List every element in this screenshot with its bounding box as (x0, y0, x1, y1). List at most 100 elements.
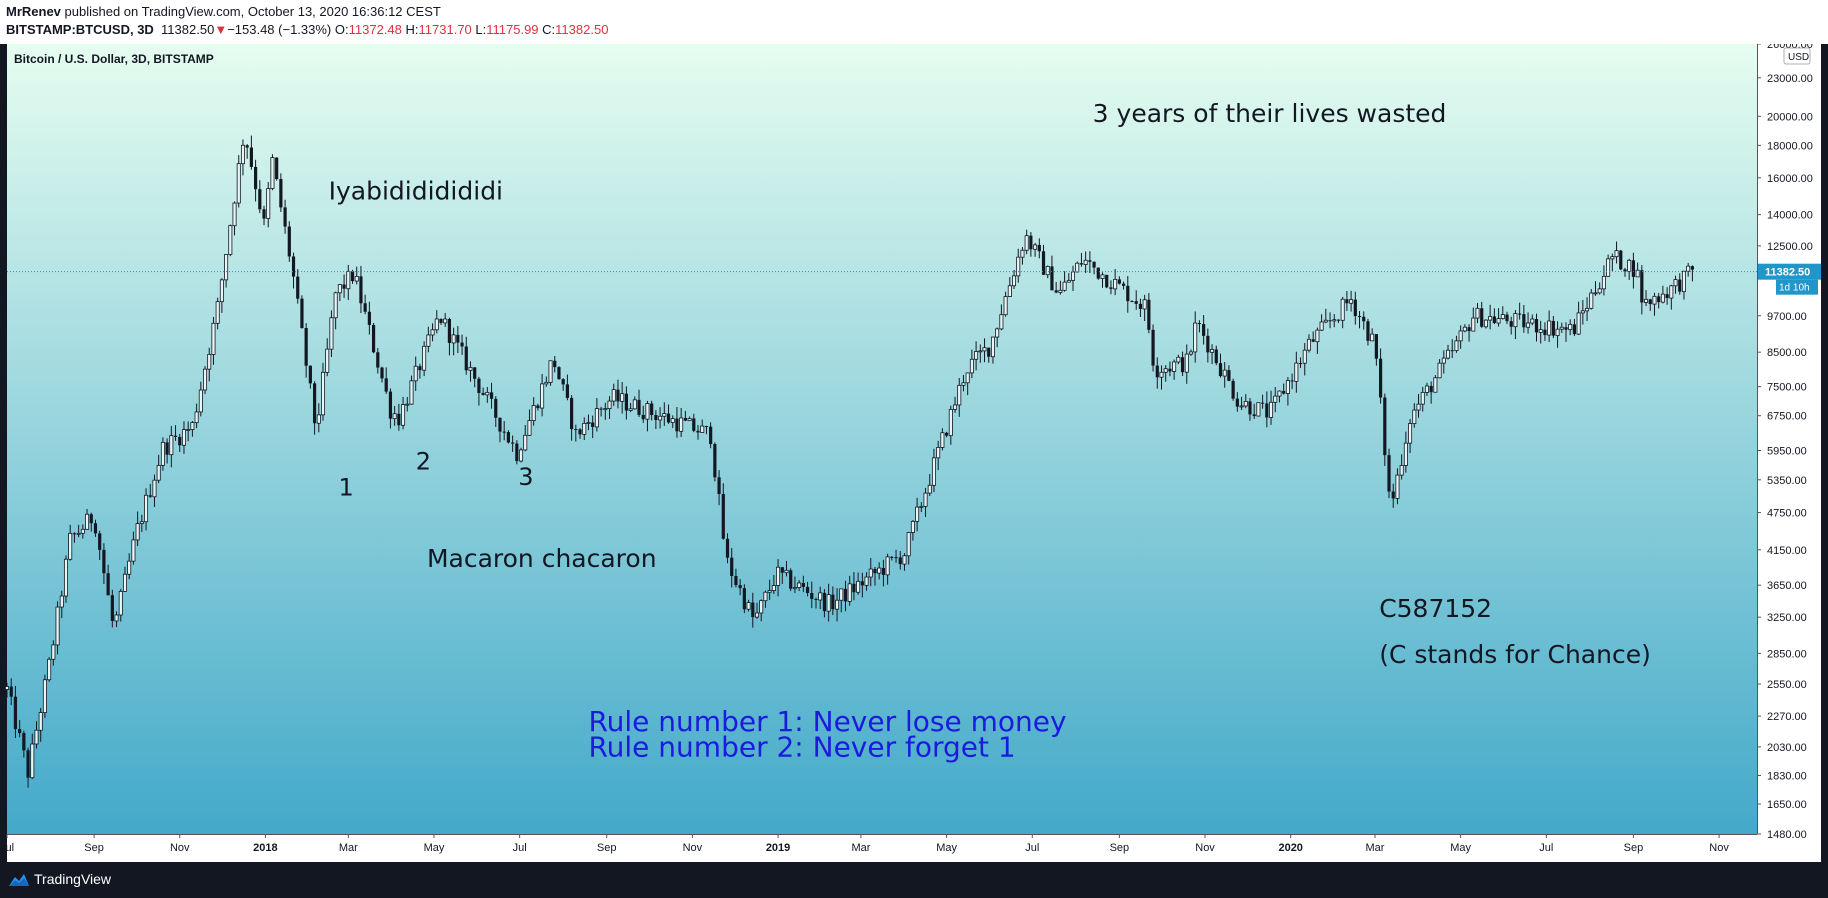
candle (439, 318, 443, 325)
candle (434, 310, 439, 334)
candle (961, 374, 966, 392)
publication-header: MrRenev published on TradingView.com, Oc… (0, 0, 1828, 44)
symbol-label: BITSTAMP:BTCUSD, 3D (6, 22, 154, 37)
candle (118, 588, 123, 622)
candle (582, 417, 587, 441)
candle (675, 406, 679, 438)
candle (270, 154, 275, 191)
candle (1441, 350, 1446, 374)
candle (730, 548, 734, 588)
candle (852, 572, 856, 601)
candle (574, 424, 578, 442)
candle (1518, 302, 1522, 320)
price-tick-label: 4150.00 (1767, 545, 1807, 557)
candle (864, 572, 869, 591)
candle (654, 410, 658, 430)
time-tick-label: Sep (84, 842, 104, 854)
text-annotation[interactable]: C587152 (1379, 594, 1492, 623)
candle (1045, 265, 1050, 279)
candle (1606, 254, 1611, 277)
text-annotation[interactable]: Macaron chacaron (427, 544, 657, 573)
candle (139, 514, 144, 533)
author-name[interactable]: MrRenev (6, 4, 61, 19)
candle (1285, 377, 1290, 406)
candle (1585, 297, 1590, 322)
candle (312, 381, 317, 435)
footer-brand[interactable]: TradingView (34, 871, 112, 887)
candle (687, 416, 692, 422)
candle (771, 575, 776, 595)
candle (506, 430, 511, 444)
candle (1526, 312, 1531, 334)
high-value: 11731.70 (418, 22, 472, 37)
price-chart[interactable]: Bitcoin / U.S. Dollar, 3D, BITSTAMP 2600… (0, 44, 1828, 862)
candle (1467, 324, 1471, 342)
tradingview-logo-icon[interactable] (8, 872, 30, 888)
text-annotation[interactable]: Rule number 1: Never lose money (588, 705, 1066, 738)
time-tick-label: Nov (1195, 842, 1215, 854)
candle (1121, 281, 1126, 290)
time-tick-label: Sep (1110, 842, 1130, 854)
candle (42, 674, 47, 718)
candle (47, 657, 52, 682)
text-annotation[interactable]: 2 (416, 448, 431, 476)
candle (144, 488, 149, 531)
candle (1669, 284, 1674, 310)
candle (536, 403, 540, 411)
candle (219, 278, 224, 313)
price-tick-label: 20000.00 (1767, 111, 1813, 123)
text-annotation[interactable]: 3 years of their lives wasted (1093, 99, 1447, 128)
candle (1500, 306, 1505, 320)
ohlc-line: BITSTAMP:BTCUSD, 3D 11382.50▼−153.48 (−1… (6, 22, 608, 37)
price-tick-label: 2550.00 (1767, 679, 1807, 691)
text-annotation[interactable]: Iyabidididididi (329, 176, 503, 205)
candle (38, 707, 43, 742)
candle (704, 425, 709, 435)
candle (93, 519, 98, 537)
text-annotation[interactable]: 3 (518, 463, 533, 491)
candle (1580, 299, 1585, 325)
text-annotation[interactable]: 1 (338, 474, 353, 502)
candle (178, 433, 182, 452)
candle (232, 201, 237, 236)
time-tick-label: Nov (1709, 842, 1729, 854)
price-axis[interactable]: 26000.00 23000.00 20000.00 18000.00 16000.00… (1757, 44, 1821, 841)
candle (557, 366, 561, 380)
candle (1176, 354, 1181, 365)
candle (392, 405, 397, 426)
candle (725, 533, 730, 564)
candle (1328, 312, 1332, 329)
candle (1218, 353, 1223, 378)
price-tick-label: 8500.00 (1767, 347, 1807, 359)
candle (679, 408, 684, 438)
candle (927, 474, 932, 497)
candle (835, 588, 840, 622)
text-annotation[interactable]: Rule number 2: Never forget 1 (588, 731, 1015, 764)
time-axis[interactable]: Jul Sep Nov 2018 Mar May Jul Sep Nov 2019 Mar May Ju… (0, 834, 1729, 854)
candle (1117, 276, 1121, 285)
high-label: H: (405, 22, 419, 37)
candle (1298, 357, 1303, 368)
candle (945, 431, 949, 438)
candle (1172, 359, 1177, 380)
candle (814, 597, 818, 609)
candle (738, 579, 742, 596)
candle (628, 403, 633, 413)
candle (63, 555, 68, 603)
candle (1105, 274, 1109, 289)
candle (30, 733, 35, 780)
price-tick-label: 2850.00 (1767, 648, 1807, 660)
candle (523, 425, 528, 452)
candle (591, 415, 595, 439)
text-annotation[interactable]: (C stands for Chance) (1379, 640, 1651, 669)
price-tick-label: 14000.00 (1767, 210, 1813, 222)
candle (464, 336, 468, 375)
candle (1155, 357, 1159, 389)
candle (477, 376, 481, 406)
candle (405, 396, 410, 412)
candle (763, 590, 768, 608)
candle (430, 323, 435, 342)
candle (797, 580, 802, 591)
candle (885, 553, 890, 585)
candle (207, 347, 212, 382)
